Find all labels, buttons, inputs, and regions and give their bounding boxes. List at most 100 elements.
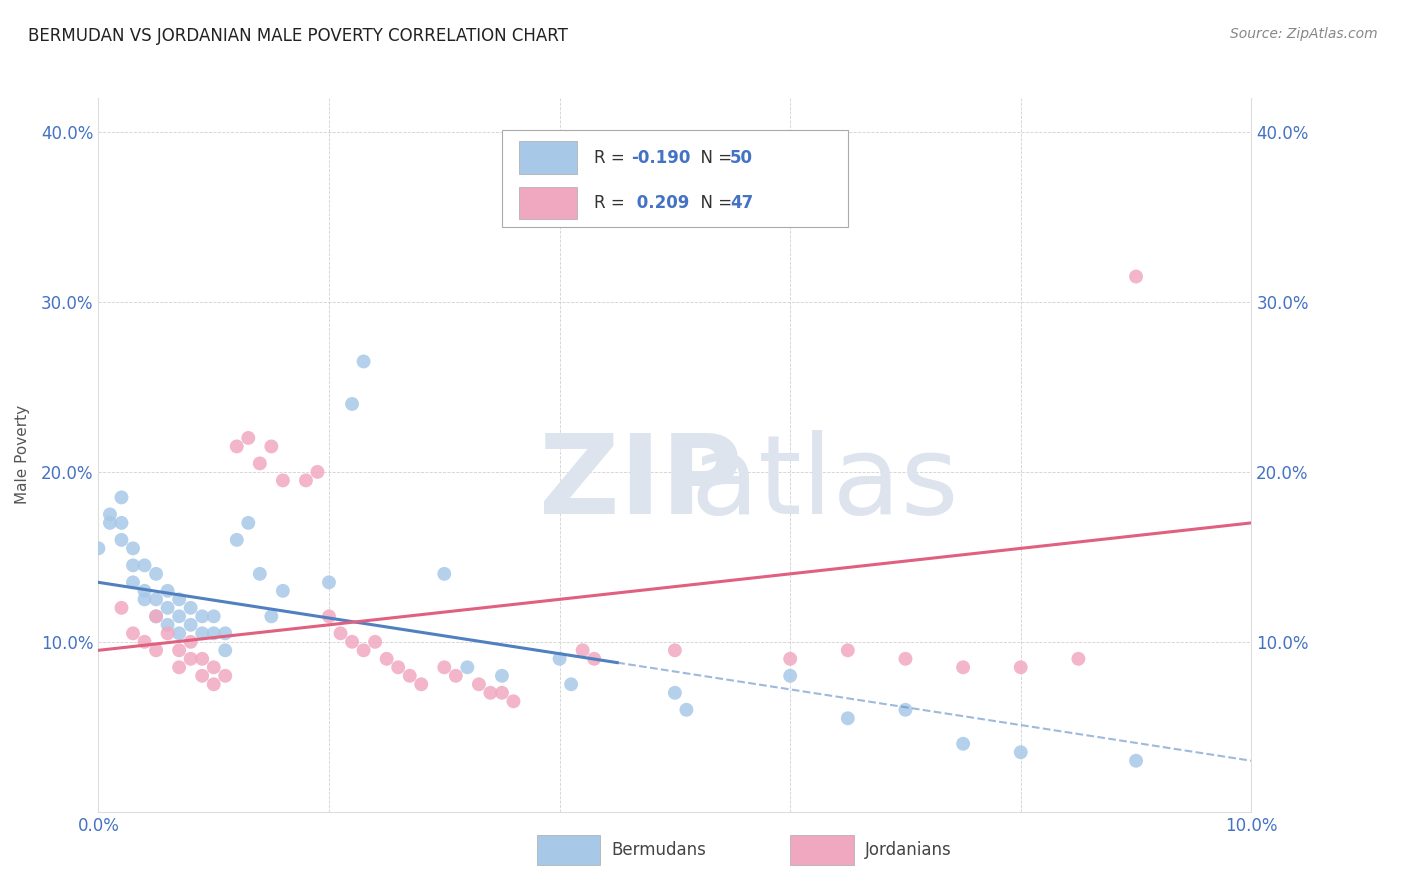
Point xyxy=(225,533,247,547)
Point xyxy=(145,566,167,581)
Point xyxy=(364,635,387,649)
Point xyxy=(180,617,202,632)
Point xyxy=(894,703,917,717)
Point xyxy=(1067,652,1090,666)
Point xyxy=(110,600,132,615)
Text: -0.190: -0.190 xyxy=(631,149,690,167)
Point xyxy=(87,541,110,556)
Point xyxy=(1010,745,1032,759)
Text: N =: N = xyxy=(690,194,737,211)
Point xyxy=(411,677,433,691)
Point xyxy=(491,686,513,700)
Point xyxy=(664,686,686,700)
Point xyxy=(122,626,145,640)
Point xyxy=(110,491,132,505)
Point xyxy=(560,677,582,691)
Point xyxy=(202,660,225,674)
Point xyxy=(664,643,686,657)
Point xyxy=(191,626,214,640)
Point xyxy=(1010,660,1032,674)
Point xyxy=(167,626,190,640)
Point xyxy=(238,516,260,530)
Point xyxy=(779,652,801,666)
Point xyxy=(433,566,456,581)
Point xyxy=(98,516,121,530)
Point xyxy=(180,600,202,615)
Point xyxy=(260,439,283,453)
FancyBboxPatch shape xyxy=(519,142,576,174)
Point xyxy=(318,575,340,590)
Point xyxy=(98,508,121,522)
Point xyxy=(307,465,329,479)
Point xyxy=(145,643,167,657)
Point xyxy=(491,669,513,683)
Point xyxy=(1125,754,1147,768)
Point xyxy=(202,626,225,640)
Point xyxy=(318,609,340,624)
Point xyxy=(353,643,375,657)
Point xyxy=(156,617,179,632)
Point xyxy=(191,609,214,624)
Point xyxy=(249,566,271,581)
Point xyxy=(444,669,467,683)
Point xyxy=(433,660,456,674)
Point xyxy=(548,652,571,666)
Text: R =: R = xyxy=(595,149,630,167)
Point xyxy=(340,397,363,411)
Point xyxy=(502,694,524,708)
Point xyxy=(571,643,593,657)
Text: R =: R = xyxy=(595,194,630,211)
Point xyxy=(837,643,859,657)
Text: N =: N = xyxy=(690,149,737,167)
Point xyxy=(167,643,190,657)
FancyBboxPatch shape xyxy=(519,186,576,219)
Text: 0.209: 0.209 xyxy=(631,194,689,211)
Point xyxy=(675,703,697,717)
Point xyxy=(134,558,156,573)
Y-axis label: Male Poverty: Male Poverty xyxy=(15,405,30,505)
Text: Source: ZipAtlas.com: Source: ZipAtlas.com xyxy=(1230,27,1378,41)
FancyBboxPatch shape xyxy=(537,835,600,865)
Point xyxy=(260,609,283,624)
Point xyxy=(295,474,318,488)
Point xyxy=(167,660,190,674)
Point xyxy=(214,626,236,640)
Point xyxy=(110,533,132,547)
Point xyxy=(167,609,190,624)
Point xyxy=(952,737,974,751)
Point xyxy=(122,558,145,573)
Point xyxy=(145,609,167,624)
Point xyxy=(837,711,859,725)
Point xyxy=(340,635,363,649)
Point xyxy=(134,592,156,607)
Point xyxy=(375,652,398,666)
Point xyxy=(456,660,478,674)
Point xyxy=(202,609,225,624)
Point xyxy=(583,652,606,666)
Point xyxy=(894,652,917,666)
Point xyxy=(468,677,491,691)
Point xyxy=(156,583,179,598)
Point xyxy=(145,609,167,624)
Point xyxy=(145,592,167,607)
Text: BERMUDAN VS JORDANIAN MALE POVERTY CORRELATION CHART: BERMUDAN VS JORDANIAN MALE POVERTY CORRE… xyxy=(28,27,568,45)
Point xyxy=(167,592,190,607)
Point xyxy=(110,516,132,530)
Point xyxy=(156,626,179,640)
Point xyxy=(271,474,294,488)
Text: Bermudans: Bermudans xyxy=(612,841,706,859)
Point xyxy=(271,583,294,598)
Point xyxy=(191,669,214,683)
Point xyxy=(156,600,179,615)
Text: Jordanians: Jordanians xyxy=(865,841,952,859)
Point xyxy=(238,431,260,445)
Point xyxy=(180,635,202,649)
Point xyxy=(122,541,145,556)
Point xyxy=(191,652,214,666)
Point xyxy=(134,635,156,649)
Point xyxy=(214,643,236,657)
Point xyxy=(479,686,502,700)
FancyBboxPatch shape xyxy=(790,835,853,865)
Point xyxy=(122,575,145,590)
Point xyxy=(202,677,225,691)
